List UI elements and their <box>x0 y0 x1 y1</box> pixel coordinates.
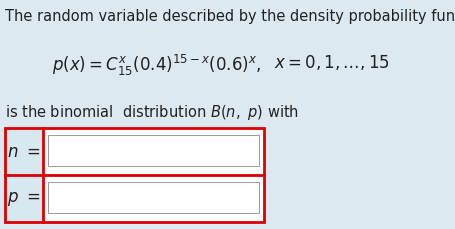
Text: $x = 0, 1, \ldots, 15$: $x = 0, 1, \ldots, 15$ <box>273 53 389 72</box>
Text: $p\ =$: $p\ =$ <box>7 190 40 208</box>
Bar <box>48 182 258 213</box>
Bar <box>5 128 264 222</box>
Text: $n\ =$: $n\ =$ <box>7 143 40 161</box>
Text: $p(x) = C_{15}^{x}(0.4)^{15-x}(0.6)^{x},$: $p(x) = C_{15}^{x}(0.4)^{15-x}(0.6)^{x},… <box>52 53 261 78</box>
Bar <box>5 175 43 222</box>
Bar <box>5 128 43 175</box>
Text: The random variable described by the density probability function: The random variable described by the den… <box>5 9 455 24</box>
Bar <box>48 135 258 166</box>
Bar <box>43 175 264 222</box>
Text: is the binomial  distribution $\mathit{B}(n,\ p)$ with: is the binomial distribution $\mathit{B}… <box>5 103 299 122</box>
Bar <box>43 128 264 175</box>
